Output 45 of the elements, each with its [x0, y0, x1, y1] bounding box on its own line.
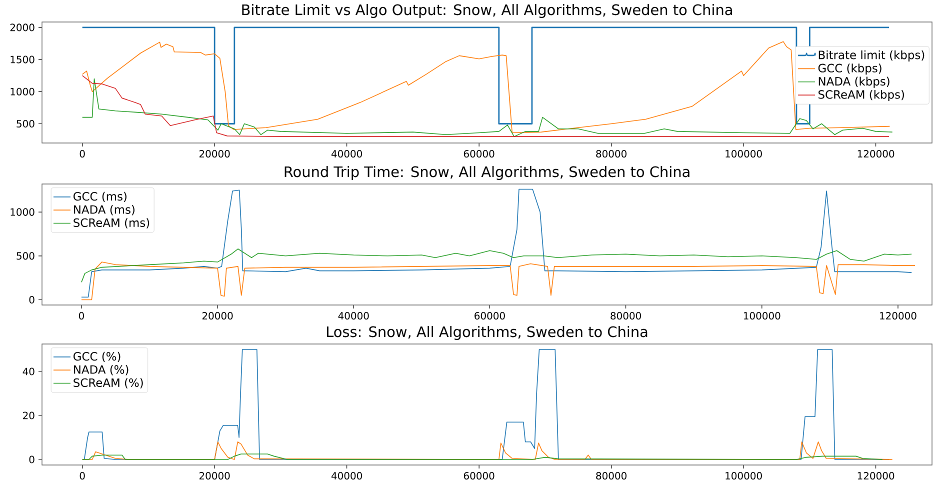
y-tick-label: 1500: [10, 56, 34, 64]
x-tick-label: 20000: [202, 312, 233, 320]
x-tick-label: 100000: [744, 312, 780, 320]
line-series: [81, 248, 912, 283]
y-tick-label: 2000: [10, 24, 34, 32]
legend-label: NADA (kbps): [818, 76, 890, 88]
y-tick-label: 500: [16, 252, 34, 260]
x-tick-label: 0: [80, 472, 85, 480]
y-tick-label: 0: [29, 296, 34, 304]
legend-label: GCC (%): [74, 352, 120, 362]
x-tick-label: 100000: [726, 150, 762, 158]
x-tick-label: 80000: [610, 312, 641, 320]
x-tick-label: 80000: [596, 150, 627, 158]
chart-title: Round Trip Time: Snow, All Algorithms, Sweden to China: [284, 166, 690, 180]
legend-label: Bitrate limit (kbps): [818, 50, 924, 62]
legend-label: SCReAM (%): [74, 378, 143, 388]
legend-label: SCReAM (kbps): [818, 90, 904, 102]
legend-label: SCReAM (ms): [74, 218, 150, 228]
x-tick-label: 40000: [331, 150, 362, 158]
x-tick-label: 80000: [596, 472, 626, 480]
x-tick-label: 120000: [858, 472, 894, 480]
y-tick-label: 20: [23, 412, 34, 420]
chart-title: Loss: Snow, All Algorithms, Sweden to China: [327, 326, 648, 340]
y-tick-label: 0: [29, 456, 34, 464]
legend-label: NADA (%): [74, 365, 128, 376]
x-tick-label: 60000: [464, 472, 494, 480]
x-tick-label: 0: [80, 150, 85, 158]
y-tick-label: 500: [16, 120, 34, 128]
x-tick-label: 40000: [338, 312, 369, 320]
chart-title: Bitrate Limit vs Algo Output: Snow, All Algorithms, Sweden to China: [242, 4, 732, 18]
x-tick-label: 0: [78, 312, 84, 320]
y-tick-label: 1000: [10, 208, 34, 216]
x-tick-label: 20000: [199, 472, 230, 480]
x-tick-label: 120000: [880, 312, 916, 320]
x-tick-label: 40000: [331, 472, 362, 480]
y-tick-label: 40: [22, 368, 34, 376]
x-tick-label: 100000: [726, 472, 762, 480]
legend-label: GCC (ms): [74, 192, 126, 202]
legend-label: NADA (ms): [74, 205, 134, 216]
y-tick-label: 1000: [10, 88, 34, 96]
legend-label: GCC (kbps): [818, 64, 882, 75]
x-tick-label: 20000: [199, 150, 230, 158]
x-tick-label: 120000: [858, 150, 894, 158]
x-tick-label: 60000: [464, 150, 494, 158]
x-tick-label: 60000: [474, 312, 505, 320]
